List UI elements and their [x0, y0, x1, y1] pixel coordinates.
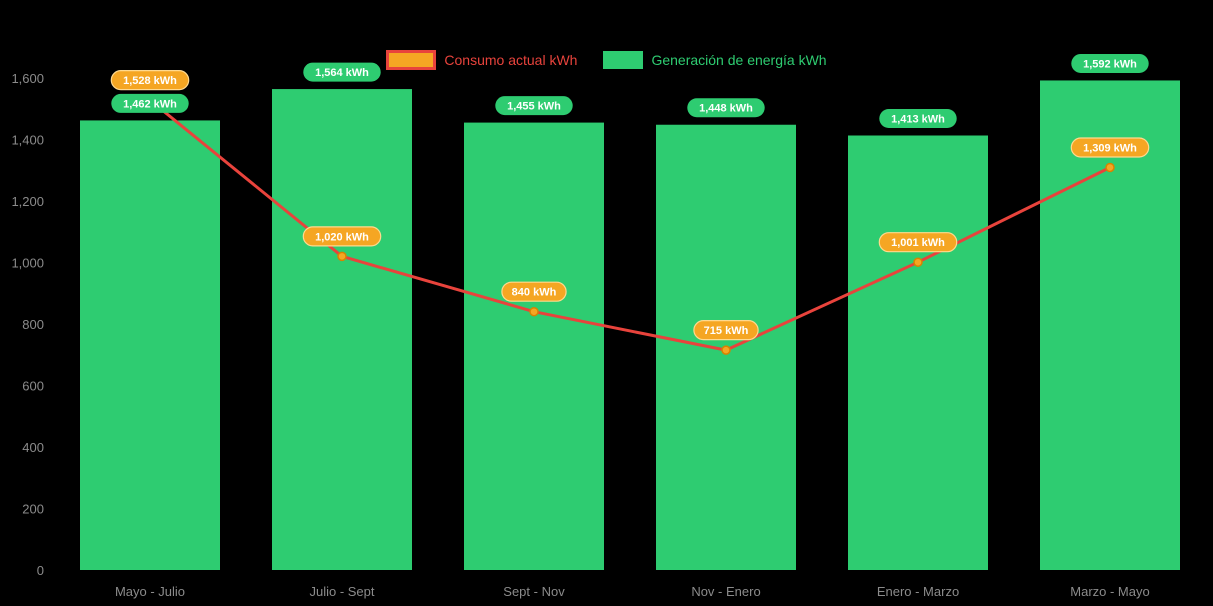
generation-bar[interactable]	[464, 122, 604, 571]
generation-value-badge: 1,564 kWh	[303, 62, 381, 82]
svg-text:1,455 kWh: 1,455 kWh	[507, 101, 561, 113]
svg-text:1,309 kWh: 1,309 kWh	[1083, 142, 1137, 154]
svg-text:1,413 kWh: 1,413 kWh	[891, 114, 945, 126]
svg-text:1,592 kWh: 1,592 kWh	[1083, 58, 1137, 70]
y-axis-tick-label: 0	[37, 563, 44, 578]
consumption-point[interactable]	[721, 345, 731, 355]
consumption-value-badge: 715 kWh	[693, 320, 759, 341]
svg-text:715 kWh: 715 kWh	[704, 325, 749, 337]
consumption-point[interactable]	[529, 306, 539, 317]
y-axis-tick-label: 1,200	[11, 194, 44, 209]
x-axis-category-label: Nov - Enero	[691, 584, 760, 599]
generation-value-badge: 1,448 kWh	[687, 98, 765, 118]
consumption-value-badge: 1,020 kWh	[302, 226, 382, 247]
y-axis-tick-label: 600	[22, 379, 44, 394]
consumption-point[interactable]	[337, 251, 347, 262]
chart-legend: Consumo actual kWh Generación de energía…	[0, 50, 1213, 70]
consumption-point[interactable]	[913, 257, 923, 267]
y-axis-tick-label: 200	[22, 502, 44, 517]
y-axis-tick-label: 1,000	[11, 256, 44, 271]
y-axis-tick-label: 400	[22, 440, 44, 455]
x-axis-category-label: Enero - Marzo	[877, 584, 959, 599]
y-axis-tick-label: 800	[22, 317, 44, 332]
legend-label-generacion: Generación de energía kWh	[651, 52, 827, 68]
svg-text:1,020 kWh: 1,020 kWh	[315, 231, 369, 243]
generation-bar[interactable]	[80, 120, 220, 570]
svg-text:1,528 kWh: 1,528 kWh	[123, 75, 177, 87]
generation-value-badge: 1,462 kWh	[111, 93, 189, 113]
legend-swatch-generacion-icon	[603, 51, 644, 69]
y-axis-tick-label: 1,400	[11, 133, 44, 148]
consumption-value-badge: 1,001 kWh	[878, 232, 958, 253]
legend-label-consumo: Consumo actual kWh	[444, 52, 578, 68]
generation-bar[interactable]	[1040, 80, 1180, 571]
generation-bar[interactable]	[848, 135, 988, 570]
svg-text:1,448 kWh: 1,448 kWh	[699, 103, 753, 115]
consumption-point[interactable]	[1105, 162, 1115, 173]
generation-value-badge: 1,592 kWh	[1071, 53, 1149, 73]
svg-text:1,564 kWh: 1,564 kWh	[315, 67, 369, 79]
consumption-value-badge: 1,309 kWh	[1070, 137, 1150, 158]
svg-text:1,462 kWh: 1,462 kWh	[123, 98, 177, 110]
legend-item-consumo-actual[interactable]: Consumo actual kWh	[386, 50, 577, 70]
x-axis-category-label: Mayo - Julio	[115, 584, 185, 599]
generation-bar[interactable]	[272, 89, 412, 570]
generation-value-badge: 1,455 kWh	[495, 96, 573, 116]
legend-item-generacion-energia[interactable]: Generación de energía kWh	[603, 51, 827, 69]
consumption-value-badge: 840 kWh	[501, 281, 567, 302]
y-axis-tick-label: 1,600	[11, 71, 44, 86]
svg-text:840 kWh: 840 kWh	[512, 287, 557, 299]
legend-swatch-consumo-icon	[386, 50, 437, 70]
svg-text:1,001 kWh: 1,001 kWh	[891, 237, 945, 249]
x-axis-category-label: Julio - Sept	[309, 584, 374, 599]
consumption-value-badge: 1,528 kWh	[110, 70, 190, 91]
x-axis-category-label: Sept - Nov	[503, 584, 565, 599]
generation-value-badge: 1,413 kWh	[879, 109, 957, 129]
x-axis-category-label: Marzo - Mayo	[1070, 584, 1149, 599]
